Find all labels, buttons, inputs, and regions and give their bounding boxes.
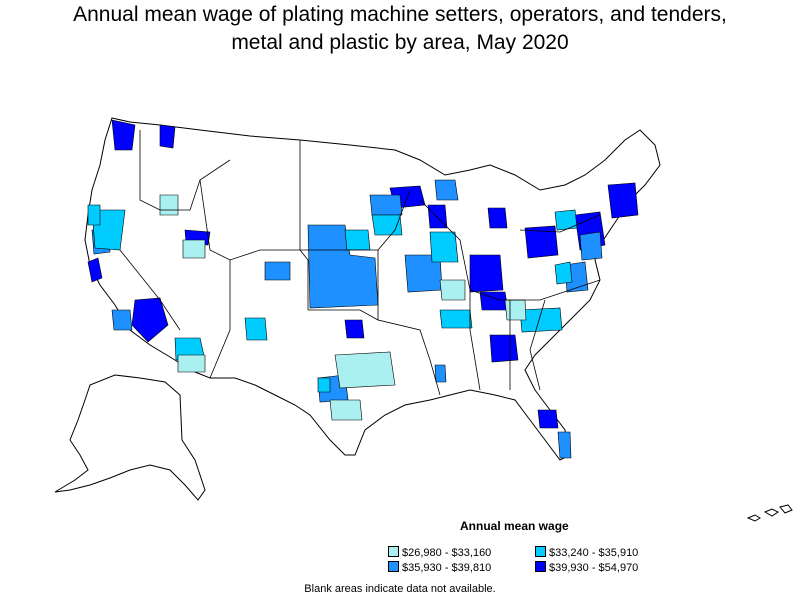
legend-item-4: $39,930 - $54,970 xyxy=(535,561,638,574)
legend-item-3: $35,930 - $39,810 xyxy=(388,561,491,574)
region-new-england xyxy=(607,182,639,219)
region-phoenix xyxy=(131,297,169,343)
region-tampa xyxy=(537,409,559,429)
region-colorado-springs xyxy=(264,261,291,281)
region-iowa xyxy=(369,194,403,216)
region-dallas xyxy=(344,319,365,339)
region-idaho xyxy=(182,239,206,259)
legend-swatch-2 xyxy=(535,546,546,557)
legend-item-1: $26,980 - $33,160 xyxy=(388,546,491,559)
region-bay-area xyxy=(87,257,103,283)
region-west-texas xyxy=(317,377,331,393)
region-carolinas xyxy=(519,307,563,333)
region-atlanta xyxy=(489,334,519,363)
legend-title: Annual mean wage xyxy=(460,519,569,533)
region-appalachia xyxy=(504,299,527,321)
legend-label-2: $33,240 - $35,910 xyxy=(549,547,639,559)
region-upstate-ny xyxy=(554,209,578,231)
hawaii-islands xyxy=(746,504,793,522)
region-wv xyxy=(554,261,573,285)
region-tennessee xyxy=(439,309,473,329)
region-minnesota xyxy=(371,214,403,236)
region-south-texas xyxy=(329,399,363,421)
legend-label-4: $39,930 - $54,970 xyxy=(549,562,639,574)
region-nevada-north xyxy=(159,194,179,216)
map-title-line-1: Annual mean wage of plating machine sett… xyxy=(73,3,727,26)
region-nebraska xyxy=(344,229,371,251)
legend-swatch-4 xyxy=(535,561,546,572)
region-illinois xyxy=(429,231,459,263)
region-washington-nw xyxy=(111,119,136,151)
region-kansas xyxy=(307,224,379,309)
region-detroit xyxy=(487,207,508,229)
region-nw-california xyxy=(87,204,101,226)
legend-item-2: $33,240 - $35,910 xyxy=(535,546,638,559)
footnote: Blank areas indicate data not available. xyxy=(304,583,496,595)
region-michigan xyxy=(434,179,459,201)
region-south-florida xyxy=(557,431,572,459)
state-borders xyxy=(119,130,601,396)
legend-swatch-1 xyxy=(388,546,399,557)
region-louisiana xyxy=(434,364,447,383)
map-title-line-2: metal and plastic by area, May 2020 xyxy=(231,31,569,54)
region-se-arizona xyxy=(177,354,206,373)
region-pennsylvania xyxy=(579,231,603,261)
legend-label-3: $35,930 - $39,810 xyxy=(402,562,492,574)
legend-swatch-3 xyxy=(388,561,399,572)
region-spokane xyxy=(159,124,176,149)
region-missouri xyxy=(439,279,466,301)
region-ohio xyxy=(524,225,559,259)
region-indiana xyxy=(469,254,504,293)
legend-label-1: $26,980 - $33,160 xyxy=(402,547,492,559)
region-central-texas xyxy=(334,351,396,389)
alaska-outline xyxy=(54,374,206,501)
region-utah xyxy=(244,317,268,341)
region-southern-ca xyxy=(111,309,133,331)
